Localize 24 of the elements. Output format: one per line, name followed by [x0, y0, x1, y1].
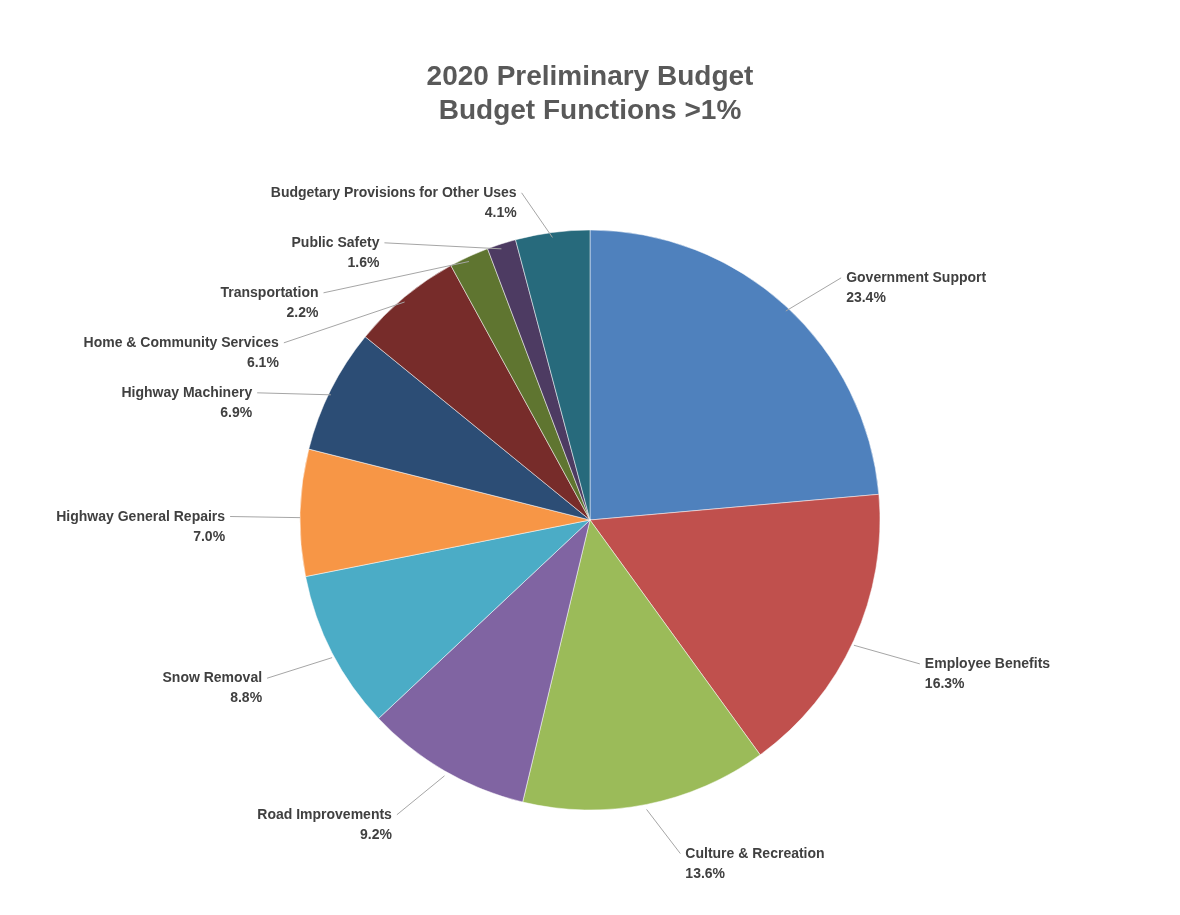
- slice-label: Culture & Recreation: [685, 844, 825, 861]
- slice-label: Highway Machinery: [121, 383, 253, 400]
- data-label: 6.9%: [220, 403, 253, 420]
- chart-title: 2020 Preliminary Budget: [426, 60, 754, 91]
- data-label: 2.2%: [286, 303, 320, 320]
- slice-label: Highway General Repairs: [56, 507, 226, 524]
- data-label: 9.2%: [359, 825, 393, 842]
- slice-label: Road Improvements: [257, 805, 393, 822]
- data-label: 13.6%: [685, 864, 726, 881]
- slice-label: Government Support: [846, 268, 987, 285]
- slice-label: Employee Benefits: [924, 654, 1051, 671]
- data-label: 4.1%: [484, 203, 518, 220]
- slice-label: Budgetary Provisions for Other Uses: [270, 183, 517, 200]
- data-label: 7.0%: [193, 527, 226, 544]
- slice-label: Snow Removal: [162, 669, 263, 686]
- data-label: 1.6%: [347, 253, 380, 270]
- slice-label: Home & Community Services: [83, 333, 280, 350]
- chart-subtitle: Budget Functions >1%: [438, 94, 742, 125]
- data-label: 16.3%: [924, 674, 966, 691]
- data-label: 8.8%: [230, 689, 263, 706]
- data-label: 6.1%: [246, 353, 280, 370]
- slice-label: Transportation: [220, 283, 319, 300]
- data-label: 23.4%: [846, 288, 887, 305]
- slice-label: Public Safety: [291, 233, 380, 250]
